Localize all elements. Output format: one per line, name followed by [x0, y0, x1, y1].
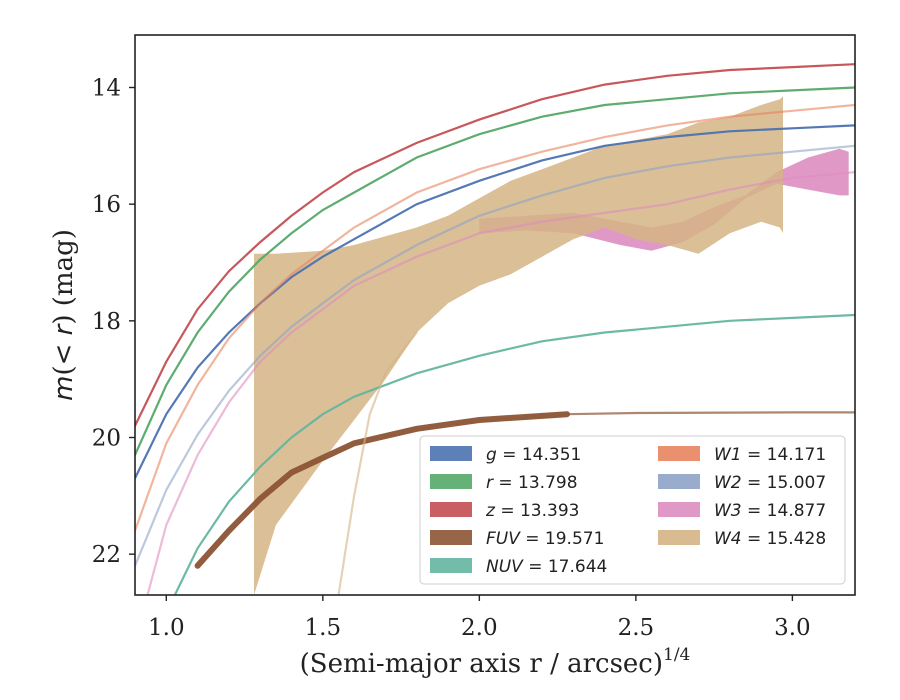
y-axis-ticks: 14 16 18 20 22	[92, 76, 135, 568]
x-tick-label: 2.0	[461, 615, 498, 641]
y-tick-label: 14	[92, 76, 121, 102]
plot-frame	[134, 34, 856, 596]
y-tick-label: 20	[92, 426, 121, 452]
x-axis-ticks: 1.0 1.5 2.0 2.5 3.0	[148, 595, 811, 641]
series-line-w3	[146, 171, 855, 595]
x-axis-label-exponent: 1/4	[663, 645, 690, 665]
uncertainty-bands	[254, 96, 849, 595]
legend-label-w4: W4 = 15.428	[714, 529, 826, 549]
y-tick-label: 22	[92, 542, 121, 568]
series-line-w2	[135, 144, 855, 567]
legend-swatch-r	[430, 474, 472, 489]
x-tick-label: 1.5	[305, 615, 342, 641]
x-axis-label: (Semi-major axis r / arcsec)1/4	[300, 645, 691, 679]
legend-swatch-w2	[658, 474, 700, 489]
legend-swatch-w3	[658, 502, 700, 517]
legend-label-r: r = 13.798	[486, 473, 578, 493]
legend: g = 14.351 r = 13.798 z = 13.393 FUV = 19.5…	[419, 435, 846, 585]
x-tick-label: 2.5	[618, 615, 655, 641]
x-tick-label: 1.0	[148, 615, 185, 641]
legend-label-w2: W2 = 15.007	[714, 473, 826, 493]
legend-label-fuv: FUV = 19.571	[486, 529, 604, 549]
legend-swatch-fuv	[430, 530, 472, 545]
series-lines	[135, 63, 855, 595]
y-axis-label: m(< r) (mag)	[49, 229, 79, 401]
x-tick-label: 3.0	[774, 615, 811, 641]
legend-label-w1: W1 = 14.171	[714, 445, 826, 465]
legend-label-g: g = 14.351	[486, 445, 581, 465]
band-w4	[254, 96, 783, 595]
series-extension-fuv	[566, 411, 855, 416]
series-line-r	[135, 86, 855, 457]
legend-label-w3: W3 = 14.877	[714, 501, 826, 521]
series-line-g	[135, 124, 855, 480]
legend-label-z: z = 13.393	[485, 501, 579, 521]
legend-swatch-z	[430, 502, 472, 517]
legend-swatch-nuv	[430, 558, 472, 573]
legend-box	[419, 435, 846, 585]
legend-swatch-w4	[658, 530, 700, 545]
y-tick-label: 16	[92, 192, 121, 218]
series-line-nuv	[173, 313, 855, 595]
legend-swatch-w1	[658, 446, 700, 461]
legend-label-nuv: NUV = 17.644	[486, 557, 607, 577]
series-line-fuv	[194, 411, 570, 569]
series-line-z	[135, 63, 855, 427]
legend-swatch-g	[430, 446, 472, 461]
y-tick-label: 18	[92, 309, 121, 335]
series-line-w1	[135, 103, 855, 532]
series-line-w4	[337, 331, 418, 595]
